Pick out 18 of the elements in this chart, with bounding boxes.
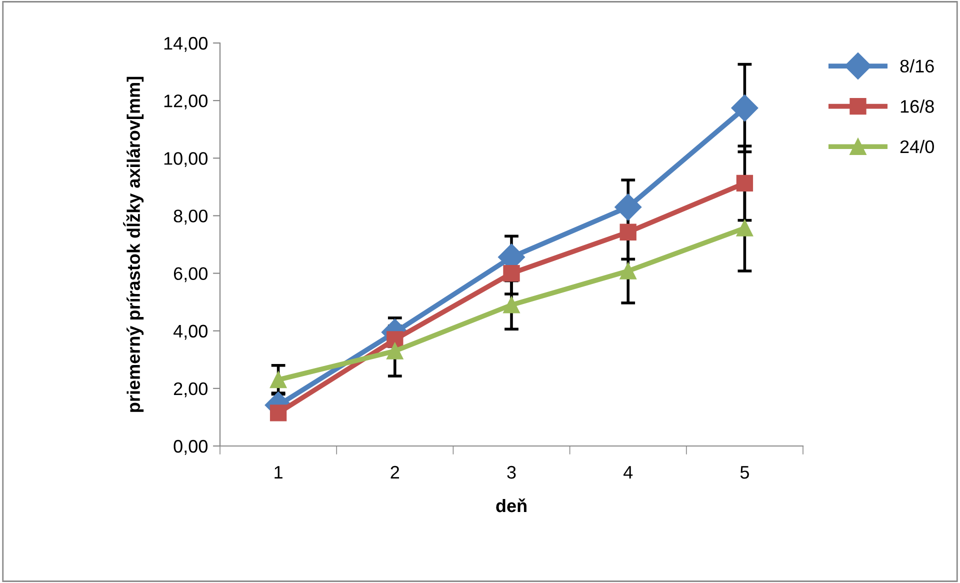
x-tick-label: 2	[390, 466, 400, 479]
x-tick-label: 3	[507, 466, 516, 479]
legend-label: 8/16	[900, 59, 934, 73]
y-axis-title: priemerný prírastok dĺžky axilárov[mm]	[123, 76, 144, 412]
legend-label: 16/8	[900, 100, 934, 113]
y-tick-label: 8,00	[174, 210, 208, 225]
y-tick-label: 4,00	[173, 324, 208, 340]
x-tick-label: 1	[274, 466, 282, 479]
legend-label: 24/0	[900, 140, 934, 154]
y-tick-label: 6,00	[174, 267, 208, 282]
x-tick-label: 5	[740, 466, 749, 479]
y-tick-label: 12,00	[164, 94, 208, 110]
x-tick-label: 4	[623, 466, 633, 479]
y-tick-label: 10,00	[164, 152, 208, 167]
y-tick-label: 14,00	[164, 36, 208, 52]
y-tick-label: 2,00	[174, 382, 208, 398]
y-tick-label: 0,00	[174, 440, 208, 455]
x-axis-title: deň	[496, 498, 526, 512]
